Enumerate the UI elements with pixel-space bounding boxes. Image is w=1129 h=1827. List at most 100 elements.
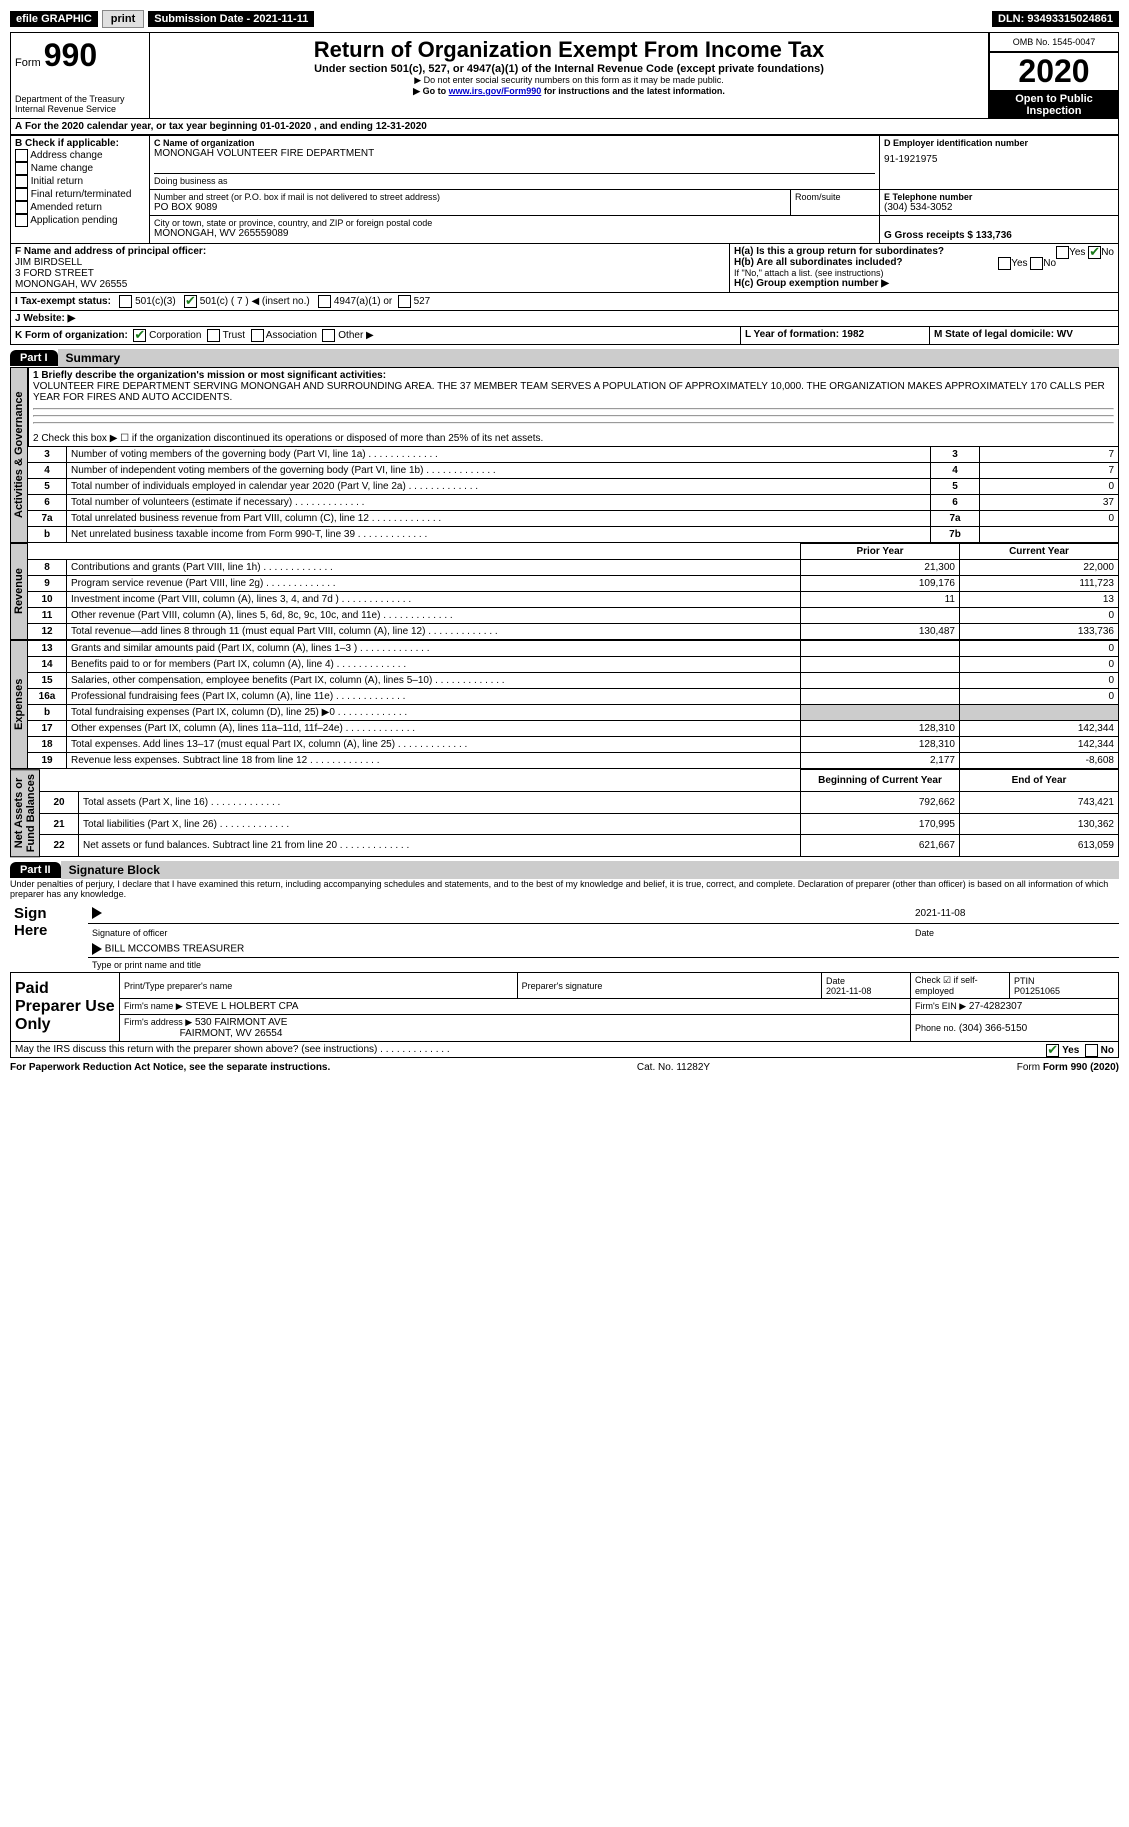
- curr-val: 133,736: [960, 624, 1119, 640]
- i-527[interactable]: [398, 295, 411, 308]
- hb-yes[interactable]: [998, 257, 1011, 270]
- boxb-check-1[interactable]: [15, 162, 28, 175]
- boxb-item-1: Name change: [31, 163, 93, 174]
- prior-val: [801, 673, 960, 689]
- col-hdr: Beginning of Current Year: [801, 770, 960, 792]
- curr-val: 111,723: [960, 576, 1119, 592]
- col-hdr: Current Year: [960, 544, 1119, 560]
- form-subtitle: Under section 501(c), 527, or 4947(a)(1)…: [154, 63, 984, 75]
- city: MONONGAH, WV 265559089: [154, 228, 875, 239]
- row-box: 7a: [931, 511, 980, 527]
- footer-left: For Paperwork Reduction Act Notice, see …: [10, 1062, 330, 1073]
- prior-val: [801, 641, 960, 657]
- prior-val: 792,662: [801, 791, 960, 813]
- omb: OMB No. 1545-0047: [989, 32, 1119, 52]
- k-other[interactable]: [322, 329, 335, 342]
- i-4947-label: 4947(a)(1) or: [334, 296, 392, 307]
- irs-link[interactable]: www.irs.gov/Form990: [449, 86, 542, 96]
- i-501c[interactable]: [184, 295, 197, 308]
- k-other-label: Other ▶: [338, 330, 373, 341]
- part1-tab: Part I: [10, 350, 58, 366]
- firm-phone: (304) 366-5150: [959, 1023, 1027, 1034]
- boxb-check-5[interactable]: [15, 214, 28, 227]
- box-j: J Website: ▶: [10, 311, 1119, 327]
- officer-city: MONONGAH, WV 26555: [15, 279, 127, 290]
- row-val: 7: [980, 447, 1119, 463]
- boxb-item-5: Application pending: [30, 215, 117, 226]
- boxb-check-2[interactable]: [15, 175, 28, 188]
- vlabel-rev: Revenue: [10, 543, 28, 640]
- curr-val: 142,344: [960, 721, 1119, 737]
- row-val: 37: [980, 495, 1119, 511]
- ptin-label: PTIN: [1014, 976, 1035, 986]
- row-num: 9: [28, 576, 67, 592]
- row-num: 17: [28, 721, 67, 737]
- ha-label: H(a) Is this a group return for subordin…: [734, 246, 944, 257]
- row-num: 8: [28, 560, 67, 576]
- ha-no[interactable]: [1088, 246, 1101, 259]
- firm-addr2: FAIRMONT, WV 26554: [180, 1028, 283, 1039]
- row-text: Number of independent voting members of …: [67, 463, 931, 479]
- curr-val: 0: [960, 608, 1119, 624]
- p-date-label: Date: [826, 976, 845, 986]
- discuss-yes[interactable]: [1046, 1044, 1059, 1057]
- k-corp[interactable]: [133, 329, 146, 342]
- ein: 91-1921975: [884, 154, 1114, 165]
- part2-tab: Part II: [10, 862, 61, 878]
- row-text: Other revenue (Part VIII, column (A), li…: [67, 608, 801, 624]
- sig-arrow-icon: [92, 907, 102, 919]
- i-4947[interactable]: [318, 295, 331, 308]
- row-text: Number of voting members of the governin…: [67, 447, 931, 463]
- row-val: 0: [980, 479, 1119, 495]
- tax-year: 2020: [990, 53, 1118, 90]
- discuss-no[interactable]: [1085, 1044, 1098, 1057]
- row-text: Contributions and grants (Part VIII, lin…: [67, 560, 801, 576]
- ha-yes[interactable]: [1056, 246, 1069, 259]
- row-num: 3: [28, 447, 67, 463]
- boxb-check-4[interactable]: [15, 201, 28, 214]
- row-text: Total unrelated business revenue from Pa…: [67, 511, 931, 527]
- hb-no[interactable]: [1030, 257, 1043, 270]
- street: PO BOX 9089: [154, 202, 786, 213]
- prior-val: 170,995: [801, 813, 960, 835]
- room-label: Room/suite: [791, 190, 880, 216]
- phone: (304) 534-3052: [884, 202, 1114, 213]
- row-text: Salaries, other compensation, employee b…: [67, 673, 801, 689]
- period-line: A For the 2020 calendar year, or tax yea…: [10, 119, 1119, 135]
- form-word: Form: [15, 57, 41, 69]
- print-button[interactable]: print: [102, 10, 144, 28]
- i-501c-label: 501(c) ( 7 ) ◀ (insert no.): [200, 296, 310, 307]
- dln: DLN: 93493315024861: [992, 11, 1119, 27]
- curr-val: 0: [960, 641, 1119, 657]
- row-text: Total liabilities (Part X, line 26): [79, 813, 801, 835]
- boxb-check-3[interactable]: [15, 188, 28, 201]
- firm-ein: 27-4282307: [969, 1001, 1022, 1012]
- row-num: 10: [28, 592, 67, 608]
- row-num: 6: [28, 495, 67, 511]
- curr-val: 613,059: [960, 835, 1119, 857]
- i-501c3[interactable]: [119, 295, 132, 308]
- footer-right: Form Form 990 (2020): [1017, 1062, 1119, 1073]
- l1-label: 1 Briefly describe the organization's mi…: [33, 370, 1114, 381]
- box-i-label: I Tax-exempt status:: [15, 296, 111, 307]
- dba-label: Doing business as: [154, 176, 228, 186]
- curr-val: 0: [960, 673, 1119, 689]
- box-k-label: K Form of organization:: [15, 330, 128, 341]
- row-text: Grants and similar amounts paid (Part IX…: [67, 641, 801, 657]
- curr-val: 13: [960, 592, 1119, 608]
- k-assoc[interactable]: [251, 329, 264, 342]
- p-date: 2021-11-08: [826, 986, 871, 996]
- prior-val: 128,310: [801, 737, 960, 753]
- row-val: 0: [980, 511, 1119, 527]
- p-name-label: Print/Type preparer's name: [120, 973, 518, 999]
- col-hdr: End of Year: [960, 770, 1119, 792]
- curr-val: 142,344: [960, 737, 1119, 753]
- boxb-check-0[interactable]: [15, 149, 28, 162]
- prior-val: 130,487: [801, 624, 960, 640]
- curr-val: 743,421: [960, 791, 1119, 813]
- k-trust[interactable]: [207, 329, 220, 342]
- vlabel-exp: Expenses: [10, 640, 28, 769]
- row-num: 5: [28, 479, 67, 495]
- boxb-item-0: Address change: [30, 150, 102, 161]
- form-title: Return of Organization Exempt From Incom…: [154, 37, 984, 63]
